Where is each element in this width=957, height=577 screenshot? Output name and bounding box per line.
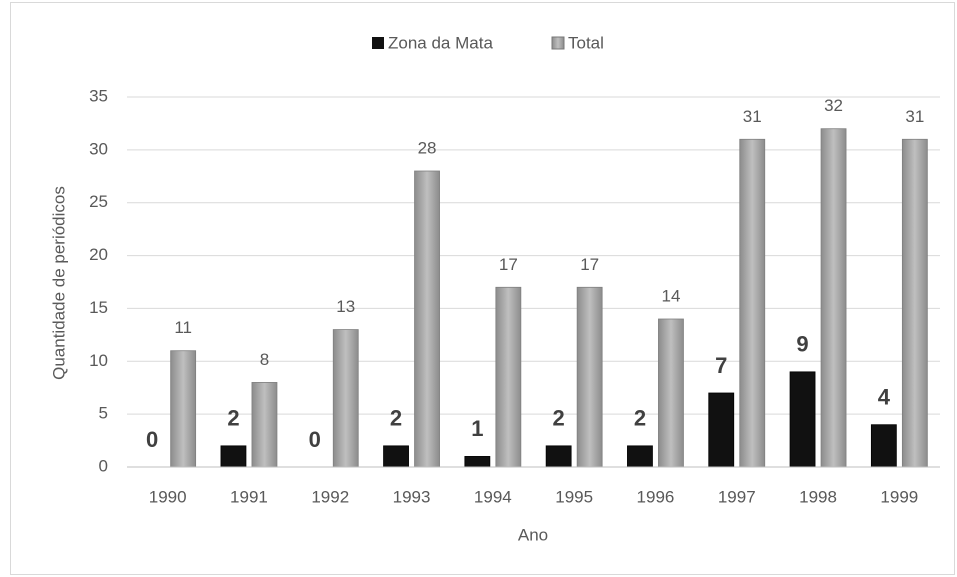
x-tick-label: 1993 bbox=[393, 487, 431, 506]
bar bbox=[739, 138, 766, 468]
y-tick-label: 30 bbox=[89, 139, 108, 158]
x-tick-label: 1992 bbox=[311, 487, 349, 506]
bar bbox=[495, 286, 522, 468]
data-label: 9 bbox=[796, 332, 808, 357]
data-label: 0 bbox=[309, 427, 321, 452]
bar bbox=[708, 392, 735, 468]
x-tick-label: 1990 bbox=[149, 487, 187, 506]
legend-label: Total bbox=[568, 33, 604, 52]
data-label: 17 bbox=[499, 255, 518, 274]
x-tick-label: 1998 bbox=[799, 487, 837, 506]
bar bbox=[789, 371, 816, 468]
bar bbox=[220, 445, 247, 468]
data-label: 31 bbox=[743, 107, 762, 126]
x-tick-label: 1997 bbox=[718, 487, 756, 506]
y-tick-label: 20 bbox=[89, 245, 108, 264]
y-tick-label: 35 bbox=[89, 86, 108, 105]
bar bbox=[170, 350, 197, 468]
data-label: 0 bbox=[146, 427, 158, 452]
x-tick-label: 1994 bbox=[474, 487, 512, 506]
bar bbox=[251, 382, 278, 468]
bar bbox=[414, 170, 440, 468]
bar bbox=[627, 445, 653, 468]
bar bbox=[820, 128, 847, 468]
bar bbox=[383, 445, 409, 468]
data-label: 7 bbox=[715, 353, 727, 378]
y-tick-label: 15 bbox=[89, 298, 108, 317]
data-label: 4 bbox=[878, 385, 891, 410]
y-axis-label: Quantidade de periódicos bbox=[49, 186, 68, 380]
data-label: 14 bbox=[661, 286, 680, 305]
x-tick-label: 1991 bbox=[230, 487, 268, 506]
y-tick-label: 25 bbox=[89, 192, 108, 211]
data-label: 8 bbox=[260, 350, 269, 369]
bar bbox=[658, 318, 684, 468]
bar bbox=[332, 329, 359, 468]
bar bbox=[870, 424, 897, 468]
y-tick-label: 10 bbox=[89, 351, 108, 370]
bar bbox=[901, 138, 928, 468]
data-label: 2 bbox=[634, 406, 646, 431]
chart-border bbox=[10, 2, 955, 575]
x-tick-label: 1999 bbox=[880, 487, 918, 506]
data-label: 32 bbox=[824, 96, 843, 115]
x-tick-label: 1996 bbox=[637, 487, 675, 506]
legend-swatch bbox=[372, 37, 384, 49]
y-tick-label: 0 bbox=[99, 456, 108, 475]
bar bbox=[464, 456, 491, 468]
data-label: 2 bbox=[227, 406, 239, 431]
data-label: 13 bbox=[336, 297, 355, 316]
data-label: 31 bbox=[905, 107, 924, 126]
data-label: 2 bbox=[553, 406, 565, 431]
y-tick-label: 5 bbox=[99, 404, 108, 423]
data-label: 28 bbox=[418, 138, 437, 157]
x-tick-label: 1995 bbox=[555, 487, 593, 506]
legend-swatch bbox=[551, 36, 565, 50]
bar bbox=[576, 286, 603, 468]
data-label: 17 bbox=[580, 255, 599, 274]
data-label: 1 bbox=[471, 416, 483, 441]
bar bbox=[545, 445, 572, 468]
legend-label: Zona da Mata bbox=[388, 33, 493, 52]
data-label: 11 bbox=[174, 318, 192, 337]
x-axis-label: Ano bbox=[518, 525, 548, 544]
data-label: 2 bbox=[390, 406, 402, 431]
